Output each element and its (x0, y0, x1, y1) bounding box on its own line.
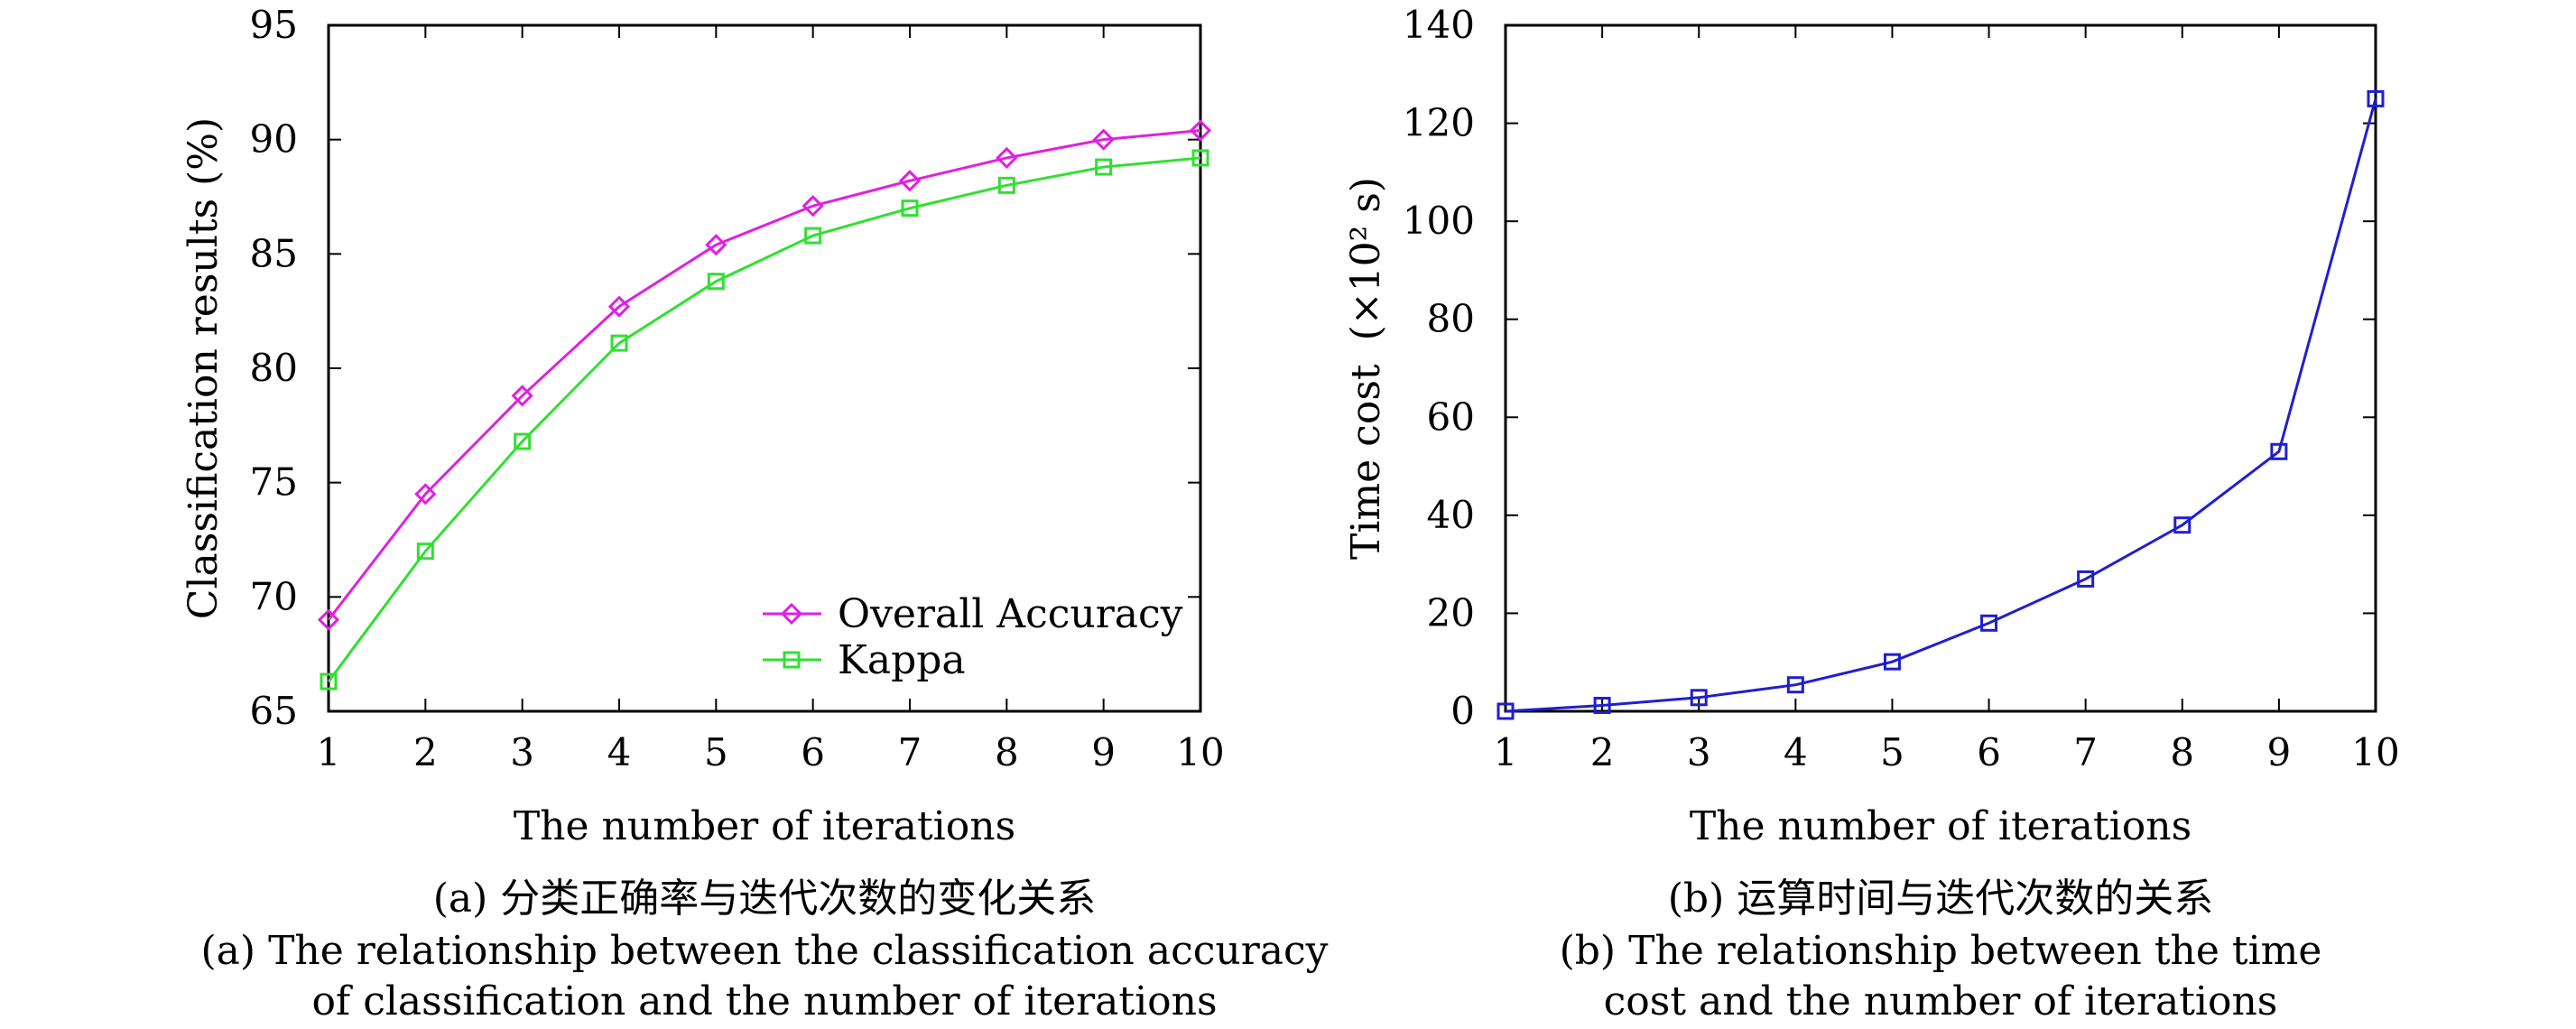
data-point-diamond (996, 146, 1018, 170)
chart-b-frame (1504, 23, 2377, 713)
chart-a-ticks (328, 24, 1201, 712)
chart-b-caption-en-line2: cost and the number of iterations (1604, 978, 2278, 1024)
x-tick-label: 8 (995, 730, 1019, 774)
y-tick-label: 0 (1450, 689, 1475, 733)
y-tick-label: 100 (1403, 199, 1475, 243)
y-tick-label: 75 (250, 460, 298, 505)
chart-a-caption-en-line1: (a) The relationship between the classif… (201, 928, 1329, 974)
chart-b-x-axis-label: The number of iterations (1690, 803, 2191, 849)
x-tick-label: 1 (1494, 730, 1518, 774)
chart-a-caption-en-line2: of classification and the number of iter… (311, 978, 1217, 1024)
series-line-0 (1505, 98, 2377, 713)
data-point-square (1786, 676, 1804, 694)
chart-a-caption-cn: (a) 分类正确率与迭代次数的变化关系 (433, 876, 1097, 922)
x-tick-label: 5 (1880, 730, 1904, 774)
chart-b-caption-en-line1: (b) The relationship between the time (1560, 928, 2322, 974)
data-point-square (1980, 614, 1998, 632)
data-point-diamond (511, 385, 533, 407)
data-point-diamond (1189, 119, 1212, 142)
x-tick-label: 1 (317, 730, 341, 774)
y-tick-label: 95 (250, 3, 298, 47)
data-point-square (2077, 570, 2095, 588)
data-point-diamond (705, 234, 727, 256)
x-tick-label: 2 (1590, 730, 1615, 774)
x-tick-label: 4 (1784, 730, 1808, 774)
y-tick-label: 40 (1427, 493, 1475, 537)
y-tick-label: 80 (1427, 297, 1475, 341)
data-point-diamond (317, 608, 340, 631)
data-point-square (416, 542, 434, 561)
chart-b-caption-cn: (b) 运算时间与迭代次数的关系 (1668, 876, 2213, 922)
data-point-square (1690, 689, 1708, 707)
data-point-square (901, 199, 919, 218)
x-tick-label: 9 (1091, 730, 1116, 774)
y-tick-label: 65 (250, 689, 298, 733)
data-point-square (1883, 653, 1901, 671)
data-point-square (610, 334, 628, 352)
x-tick-label: 3 (1687, 730, 1711, 774)
chart-a-x-axis-label: The number of iterations (514, 803, 1015, 849)
data-point-square (997, 176, 1015, 194)
chart-a-series (317, 119, 1212, 691)
chart-b-y-axis-label-main: Time cost (1343, 364, 1389, 560)
legend-square-marker (783, 651, 801, 669)
data-point-diamond (607, 295, 631, 318)
data-point-square (2270, 442, 2288, 460)
data-point-square (514, 432, 532, 450)
x-tick-label: 10 (1176, 730, 1224, 774)
data-point-square (707, 273, 725, 291)
chart-b-y-axis-label-unit: (×10² s) (1343, 177, 1389, 340)
series-line-0 (327, 129, 1201, 621)
legend-overall-accuracy: Overall Accuracy (838, 591, 1183, 637)
data-point-square (2367, 89, 2385, 107)
x-tick-label: 2 (413, 730, 438, 774)
x-tick-label: 7 (898, 730, 922, 774)
chart-a-legend: Overall Accuracy Kappa (763, 591, 1183, 683)
data-point-diamond (898, 170, 922, 192)
data-point-square (1095, 158, 1113, 176)
data-point-square (1496, 702, 1515, 720)
data-point-square (1593, 696, 1611, 714)
x-tick-label: 6 (801, 730, 825, 774)
chart-b-y-axis-label: Time cost (×10² s) (1343, 177, 1389, 560)
x-tick-label: 4 (607, 730, 632, 774)
data-point-diamond (1092, 128, 1115, 151)
chart-a: 1 2 3 4 5 6 7 8 9 10 65 70 75 80 85 90 95 Classification… (181, 3, 1329, 1024)
x-tick-label: 3 (510, 730, 534, 774)
data-point-diamond (802, 195, 824, 218)
legend-kappa: Kappa (838, 637, 966, 683)
data-point-square (2173, 516, 2191, 534)
series-line-1 (327, 156, 1201, 682)
x-tick-label: 10 (2351, 730, 2399, 774)
chart-b-series (1496, 89, 2385, 720)
data-point-square (320, 672, 338, 691)
y-tick-label: 20 (1427, 590, 1475, 635)
x-tick-label: 9 (2267, 730, 2292, 774)
x-tick-label: 7 (2073, 730, 2098, 774)
y-tick-label: 85 (250, 231, 298, 275)
data-point-square (804, 227, 822, 245)
y-tick-label: 120 (1403, 101, 1475, 145)
chart-b-ticks (1505, 24, 2377, 712)
chart-a-frame (327, 23, 1202, 713)
y-tick-label: 140 (1403, 3, 1475, 47)
data-point-diamond (414, 483, 437, 505)
y-tick-label: 90 (250, 117, 298, 162)
x-tick-label: 6 (1977, 730, 2001, 774)
y-tick-label: 80 (250, 346, 298, 390)
data-point-square (1191, 149, 1209, 167)
legend-diamond-marker (780, 602, 803, 626)
x-tick-label: 5 (704, 730, 728, 774)
x-tick-label: 8 (2170, 730, 2194, 774)
chart-a-y-axis-label: Classification results (%) (181, 117, 227, 619)
chart-a-tick-labels: 1 2 3 4 5 6 7 8 9 10 65 70 75 80 85 90 95 (250, 3, 1225, 774)
y-tick-label: 60 (1427, 394, 1475, 439)
y-tick-label: 70 (250, 574, 298, 618)
